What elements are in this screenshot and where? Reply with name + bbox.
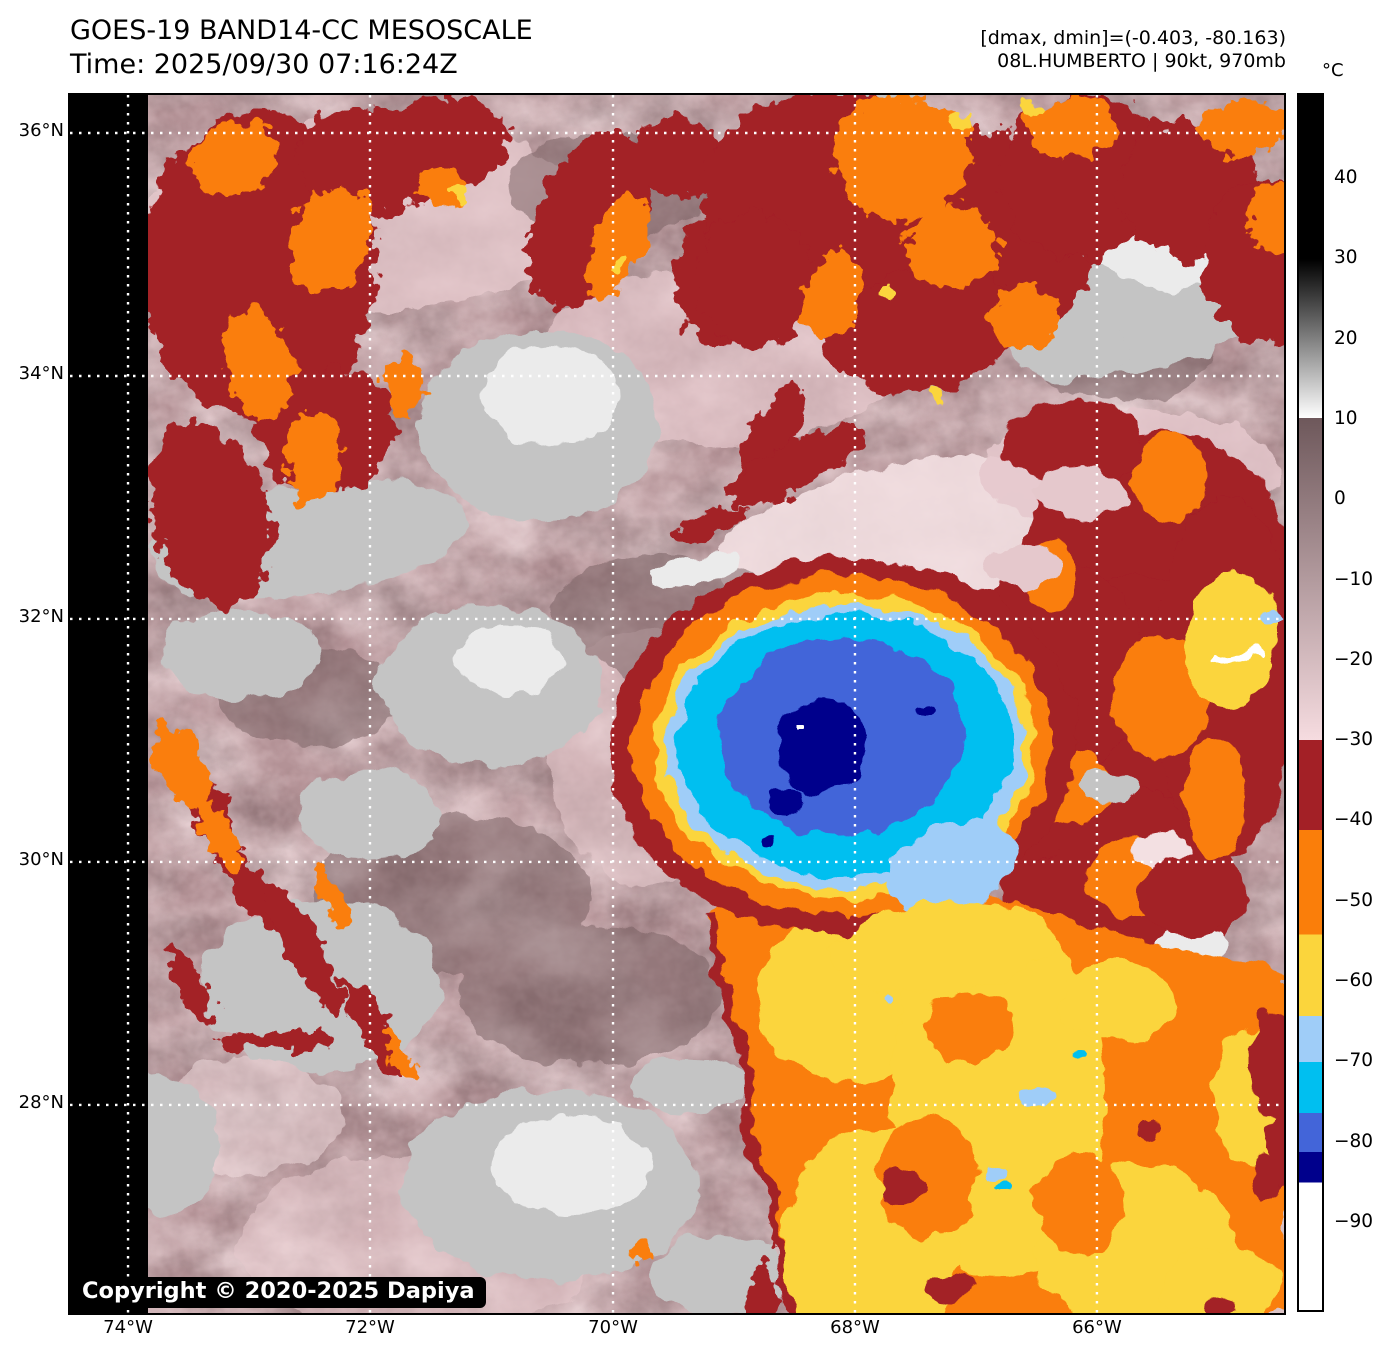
map-frame: Copyright © 2020-2025 Dapiya — [68, 93, 1286, 1315]
storm-annotation: 08L.HUMBERTO | 90kt, 970mb — [997, 50, 1286, 72]
colorbar-tick-label: −20 — [1334, 648, 1374, 670]
colorbar-tick-label: 20 — [1334, 327, 1358, 349]
longitude-tick-label: 72°W — [345, 1317, 395, 1338]
copyright-badge: Copyright © 2020-2025 Dapiya — [73, 1277, 486, 1308]
colorbar-tick-label: −30 — [1334, 729, 1374, 751]
overshoot-white-curl — [1208, 646, 1266, 664]
longitude-axis-labels: 74°W 72°W 70°W 68°W 66°W — [70, 1317, 1284, 1347]
longitude-tick-label: 68°W — [830, 1317, 880, 1338]
dmax-dmin-annotation: [dmax, dmin]=(-0.403, -80.163) — [980, 27, 1286, 49]
latitude-tick-label: 32°N — [18, 605, 64, 627]
warm-eye-pixel — [796, 723, 802, 729]
eastern-band-layer — [965, 400, 1284, 1026]
colorbar-tick-label: 10 — [1334, 407, 1358, 429]
cold-speck-layer — [884, 996, 1082, 1193]
longitude-tick-label: 74°W — [103, 1317, 153, 1338]
colorbar-tick-label: −50 — [1334, 889, 1374, 911]
shield-field-merge-layer — [830, 821, 1054, 994]
field-west-edge — [706, 914, 799, 1313]
colorbar-tick-label: 40 — [1334, 166, 1358, 188]
figure-title: GOES-19 BAND14-CC MESOSCALE — [70, 15, 533, 46]
colorbar-tick-label: −40 — [1334, 809, 1374, 831]
temperature-colorbar — [1297, 93, 1324, 1312]
latitude-tick-label: 36°N — [18, 120, 64, 141]
latitude-tick-label: 30°N — [18, 848, 64, 870]
figure-timestamp: Time: 2025/09/30 07:16:24Z — [70, 49, 458, 80]
satellite-map-canvas — [70, 95, 1284, 1313]
southern-field-layer — [706, 855, 1284, 1313]
nodata-strip — [70, 95, 148, 1313]
figure-title-block: GOES-19 BAND14-CC MESOSCALE Time: 2025/0… — [70, 14, 533, 82]
colorbar-tick-label: 0 — [1334, 488, 1346, 510]
colorbar-tick-labels: 40 30 20 10 0 −10 −20 −30 −40 −50 −60 −70 −80 −90 — [1334, 95, 1389, 1310]
colorbar-tick-label: −90 — [1334, 1211, 1374, 1233]
annotation-block: [dmax, dmin]=(-0.403, -80.163) 08L.HUMBE… — [980, 27, 1286, 73]
latitude-tick-label: 28°N — [18, 1091, 64, 1113]
colorbar-tick-label: −60 — [1334, 970, 1374, 992]
colorbar-tick-label: 30 — [1334, 247, 1358, 269]
longitude-tick-label: 66°W — [1072, 1317, 1122, 1338]
longitude-tick-label: 70°W — [588, 1317, 638, 1338]
latitude-axis-labels: 36°N 34°N 32°N 30°N 28°N — [0, 93, 64, 1311]
latitude-tick-label: 34°N — [18, 362, 64, 384]
hurricane-core — [610, 556, 1076, 934]
colorbar-tick-label: −70 — [1334, 1050, 1374, 1072]
colorbar-tick-label: −10 — [1334, 568, 1374, 590]
overshoot-yellow-streak — [1185, 572, 1279, 708]
colorbar-unit-label: °C — [1322, 60, 1344, 81]
colorbar-tick-label: −80 — [1334, 1130, 1374, 1152]
